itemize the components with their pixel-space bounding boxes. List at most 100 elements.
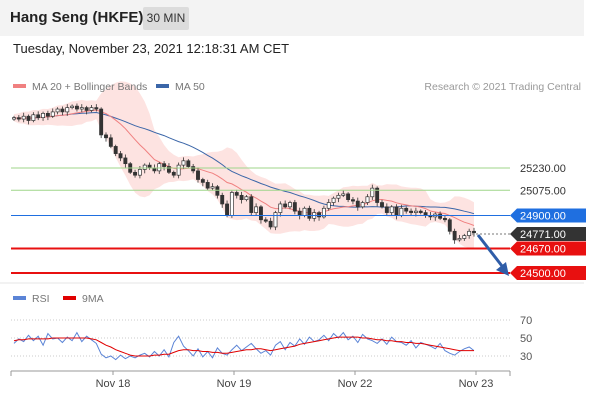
rsi-legend-swatch	[63, 296, 76, 300]
candle	[99, 107, 104, 139]
candle-body	[263, 219, 268, 222]
candle	[133, 169, 138, 178]
last-price-label: 24771.00	[520, 229, 566, 241]
candle-body	[21, 115, 26, 120]
candle	[229, 190, 234, 218]
rsi-tick-label: 30	[520, 351, 532, 363]
candle-body	[94, 107, 99, 110]
candle-body	[452, 230, 457, 241]
resistance-label: 25075.00	[520, 185, 566, 197]
candle	[452, 228, 457, 244]
candle	[205, 179, 210, 190]
legend-swatch	[13, 84, 26, 88]
candle-body	[321, 207, 326, 218]
candle	[365, 194, 370, 205]
candle-body	[375, 187, 380, 203]
candle-body	[108, 137, 113, 147]
candle	[350, 197, 355, 205]
candle-body	[55, 108, 60, 113]
candle-body	[41, 112, 46, 119]
candle	[41, 111, 46, 121]
x-tick-label: Nov 22	[338, 378, 373, 390]
support-tag	[510, 241, 586, 256]
candle-body	[370, 187, 375, 198]
candle	[21, 112, 26, 123]
support-label: 24670.00	[520, 244, 566, 256]
candle-body	[137, 169, 142, 176]
resistance-label: 25230.00	[520, 163, 566, 175]
candle-body	[181, 160, 186, 166]
candle	[210, 183, 215, 191]
candle-body	[196, 170, 200, 180]
rsi-legend-item: RSI	[13, 293, 50, 305]
candle	[171, 170, 176, 178]
support-tag	[510, 266, 586, 280]
candle	[273, 210, 278, 231]
candle-body	[249, 196, 254, 213]
candle	[288, 200, 292, 210]
instrument-title: Hang Seng (HKFE)	[10, 9, 144, 26]
candle-body	[89, 107, 94, 111]
timeframe-button[interactable]: 30 MIN	[143, 7, 189, 30]
candle	[239, 191, 244, 204]
candle	[278, 201, 283, 217]
rsi-legend-label: 9MA	[82, 293, 104, 305]
candle	[326, 199, 331, 211]
legend-label: MA 20 + Bollinger Bands	[32, 81, 147, 93]
candle-body	[225, 203, 230, 216]
forecast-arrow-shaft	[476, 234, 504, 267]
support-label: 24500.00	[520, 268, 566, 280]
candle-body	[26, 115, 31, 121]
rsi-tick-label: 70	[520, 315, 532, 327]
credit-text: Research © 2021 Trading Central	[424, 81, 581, 93]
rsi-legend-label: RSI	[32, 293, 50, 305]
pivot-tag	[510, 208, 586, 223]
grid-layer	[0, 282, 584, 376]
candle-body	[442, 217, 447, 221]
candle	[60, 106, 65, 116]
candle	[123, 154, 128, 168]
candle-body	[244, 196, 249, 200]
candle-body	[176, 164, 181, 176]
candle-body	[326, 202, 331, 209]
level-resistance: 25230.00	[11, 163, 566, 175]
candle	[447, 218, 452, 235]
candle-body	[36, 114, 41, 119]
candle-body	[462, 235, 467, 239]
rsi-legend-swatch	[13, 296, 26, 300]
level-support: 24500.00	[11, 266, 586, 280]
candle-body	[360, 202, 365, 208]
candle	[166, 163, 171, 175]
rsi-series-rsi	[13, 331, 475, 361]
candle	[94, 104, 99, 112]
candle-body	[215, 186, 220, 196]
candle	[258, 205, 263, 224]
candle	[341, 190, 346, 198]
chart-header: Hang Seng (HKFE) 30 MIN	[0, 0, 584, 36]
legend-swatch	[156, 84, 169, 88]
candle-body	[200, 179, 205, 183]
candle-body	[418, 210, 423, 213]
candle	[418, 209, 423, 215]
candle-body	[171, 171, 176, 176]
candle-body	[84, 107, 89, 111]
candle-body	[288, 202, 292, 208]
candle-body	[74, 105, 79, 110]
candle	[321, 205, 326, 219]
candle-body	[60, 108, 65, 113]
candle-body	[258, 206, 263, 221]
candle	[457, 235, 462, 242]
candle-body	[118, 153, 123, 159]
candle-body	[133, 171, 138, 176]
level-support: 24670.00	[11, 241, 586, 256]
candle	[249, 194, 254, 216]
level-pivot: 24900.00	[11, 208, 586, 223]
candle-body	[268, 220, 273, 228]
candle	[467, 228, 472, 239]
candle	[176, 162, 181, 179]
candle-body	[113, 146, 118, 154]
candle-body	[317, 212, 322, 218]
candle-body	[70, 105, 75, 108]
candle-body	[467, 230, 472, 236]
x-tick-label: Nov 18	[96, 378, 131, 390]
